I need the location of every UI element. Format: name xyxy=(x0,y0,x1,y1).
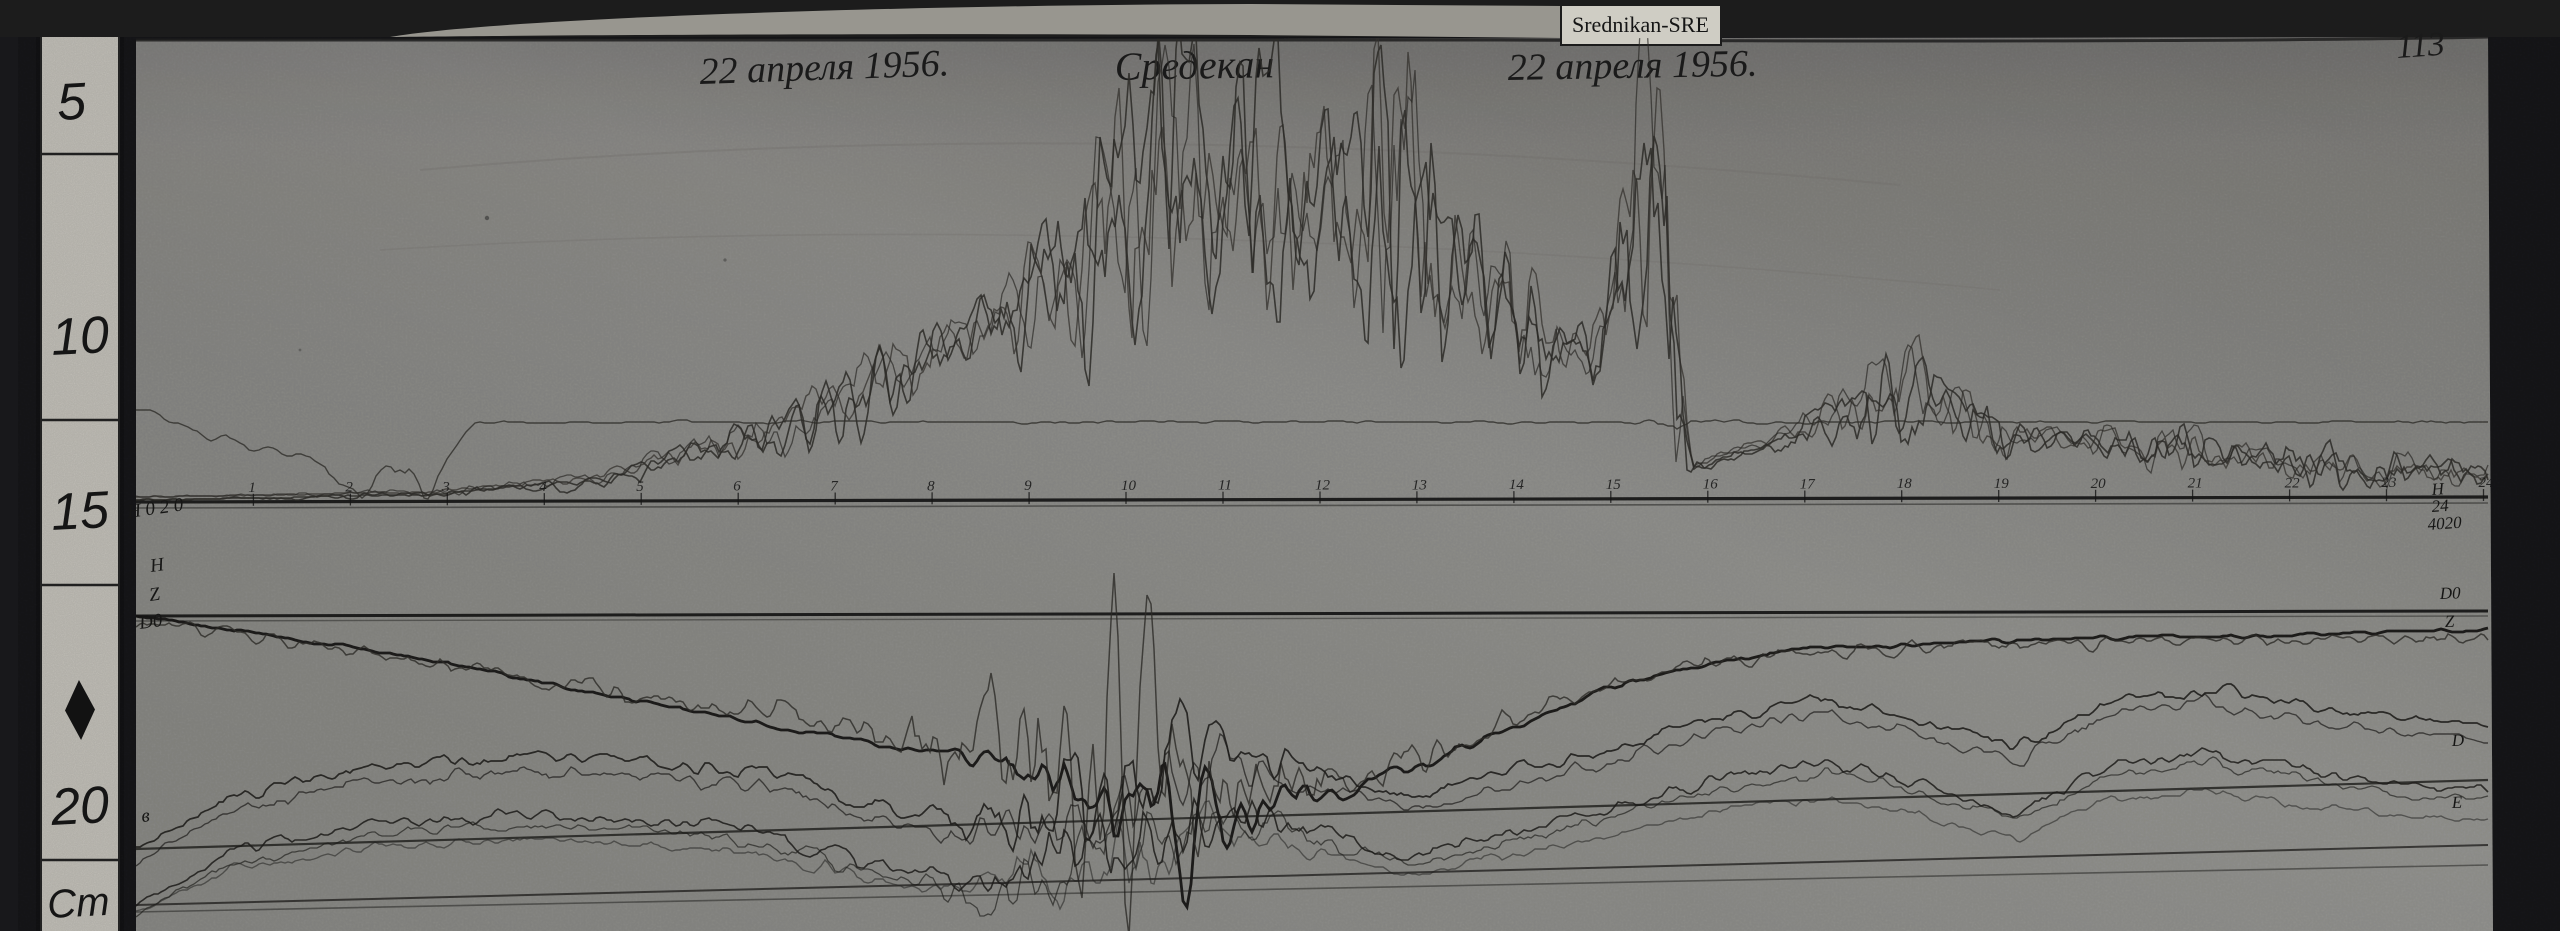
svg-text:20: 20 xyxy=(2091,476,2107,492)
svg-text:22 апреля 1956.: 22 апреля 1956. xyxy=(699,42,950,93)
svg-text:14: 14 xyxy=(1509,477,1525,493)
svg-text:Cm: Cm xyxy=(46,880,110,927)
svg-text:18: 18 xyxy=(1897,476,1913,492)
svg-text:16: 16 xyxy=(1703,477,1719,493)
svg-text:17: 17 xyxy=(1800,477,1817,493)
svg-text:22 апреля 1956.: 22 апреля 1956. xyxy=(1507,43,1757,89)
svg-text:23: 23 xyxy=(2382,475,2397,491)
svg-text:6: 6 xyxy=(733,479,741,495)
svg-text:20: 20 xyxy=(49,776,111,837)
svg-text:3: 3 xyxy=(441,479,450,495)
svg-text:12: 12 xyxy=(1315,478,1331,494)
svg-text:21: 21 xyxy=(2188,476,2203,492)
svg-text:19: 19 xyxy=(1994,476,2010,492)
svg-text:Z: Z xyxy=(2444,612,2455,631)
svg-text:113: 113 xyxy=(2395,26,2446,66)
svg-text:1: 1 xyxy=(248,480,256,496)
svg-text:8: 8 xyxy=(927,478,935,494)
svg-text:11: 11 xyxy=(1218,478,1232,494)
svg-text:4020: 4020 xyxy=(2427,513,2463,534)
svg-text:5: 5 xyxy=(636,479,644,495)
svg-text:D0: D0 xyxy=(137,610,164,634)
svg-text:15: 15 xyxy=(1606,477,1622,493)
svg-text:22: 22 xyxy=(2285,475,2301,491)
svg-text:Srednikan-SRE: Srednikan-SRE xyxy=(1572,12,1709,37)
svg-text:9: 9 xyxy=(1024,478,1032,494)
svg-text:4: 4 xyxy=(539,479,547,495)
svg-text:10: 10 xyxy=(1121,478,1137,494)
svg-text:13: 13 xyxy=(1412,477,1427,493)
svg-text:D0: D0 xyxy=(2438,583,2461,603)
svg-text:15: 15 xyxy=(50,481,112,542)
svg-text:10: 10 xyxy=(50,306,111,367)
svg-text:2: 2 xyxy=(345,480,353,496)
svg-text:5: 5 xyxy=(56,72,89,131)
svg-text:E: E xyxy=(2450,793,2463,812)
svg-text:D: D xyxy=(2450,731,2465,750)
